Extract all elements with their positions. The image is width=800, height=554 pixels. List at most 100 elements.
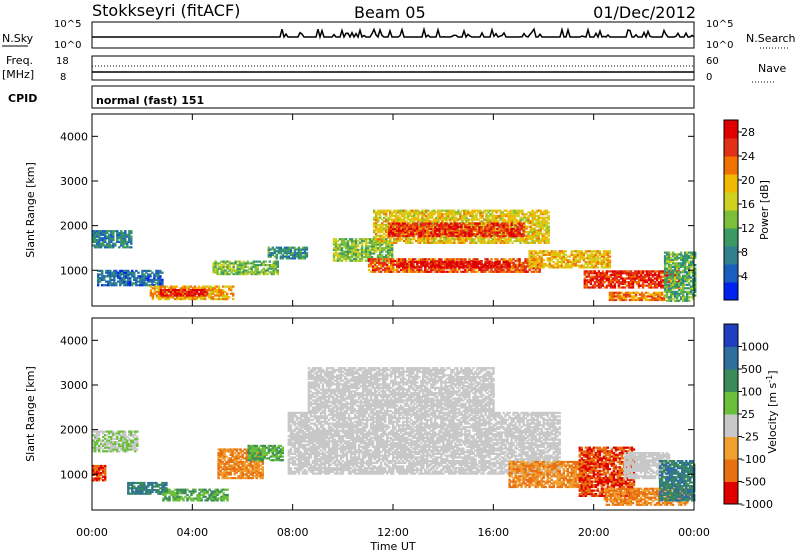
power-cell <box>199 296 203 299</box>
power-cell <box>428 224 431 227</box>
power-cell <box>588 266 591 269</box>
power-cell <box>688 271 691 274</box>
power-cell <box>112 246 115 249</box>
power-cell <box>127 271 130 274</box>
power-cell <box>372 209 376 212</box>
power-cell <box>217 289 221 292</box>
power-cell <box>506 260 509 264</box>
power-cell <box>673 283 677 286</box>
power-cell <box>448 226 451 229</box>
power-cell <box>427 220 430 223</box>
power-cell <box>105 275 108 278</box>
power-cell <box>514 263 517 266</box>
power-cell <box>433 213 436 216</box>
power-cell <box>651 281 655 284</box>
power-cell <box>643 277 647 280</box>
power-cell <box>453 238 456 241</box>
power-cell <box>611 270 615 273</box>
power-cell <box>395 218 398 221</box>
power-cell <box>398 224 401 227</box>
power-cell <box>126 240 129 243</box>
power-cell <box>515 214 518 218</box>
power-cell <box>145 271 148 274</box>
power-cell <box>272 271 275 274</box>
power-cell <box>464 266 467 269</box>
power-cell <box>627 273 631 277</box>
power-cell <box>461 218 464 221</box>
power-cell <box>151 284 154 287</box>
power-cell <box>344 257 348 260</box>
power-cell <box>586 255 589 258</box>
power-cell <box>303 246 307 249</box>
power-cell <box>420 264 423 267</box>
power-cell <box>392 270 395 273</box>
power-cell <box>128 231 131 235</box>
power-cell <box>412 229 415 232</box>
power-cell <box>131 282 134 285</box>
power-cell <box>516 227 519 231</box>
power-cell <box>590 257 594 260</box>
power-cell <box>660 293 664 296</box>
power-cell <box>468 226 471 229</box>
power-cell <box>373 270 377 273</box>
power-cell <box>109 280 112 283</box>
power-cell <box>219 292 223 295</box>
power-cell <box>273 255 276 258</box>
power-cell <box>391 247 394 250</box>
power-cell <box>544 253 547 256</box>
power-cell <box>514 233 517 236</box>
power-cell <box>207 289 211 292</box>
power-cell <box>348 252 352 255</box>
power-cell <box>389 250 392 253</box>
power-cell <box>489 236 492 239</box>
power-cell <box>217 294 221 297</box>
power-cell <box>508 260 511 263</box>
power-cell <box>607 282 611 285</box>
power-cell <box>117 271 120 274</box>
power-cell <box>590 266 594 269</box>
power-cell <box>539 232 542 235</box>
power-cell <box>655 273 659 277</box>
power-cell <box>651 279 655 282</box>
power-cell <box>528 252 531 255</box>
power-cell <box>236 273 239 276</box>
power-cell <box>96 235 99 238</box>
power-cell <box>434 268 437 272</box>
power-cell <box>383 213 386 216</box>
power-cell <box>513 209 516 212</box>
power-cell <box>671 274 675 277</box>
power-cell <box>469 223 472 226</box>
power-cell <box>624 293 628 296</box>
power-cell <box>109 273 112 276</box>
power-cell <box>379 231 382 234</box>
power-cell <box>483 223 486 226</box>
power-cell <box>450 227 453 231</box>
power-cell <box>452 222 455 225</box>
power-cell <box>404 266 407 269</box>
power-cell <box>612 298 616 302</box>
power-cell <box>159 277 162 280</box>
power-cell <box>375 265 379 268</box>
power-cell <box>452 264 455 267</box>
power-cell <box>599 272 603 275</box>
power-cell <box>688 299 691 302</box>
power-cell <box>389 238 392 241</box>
power-cell <box>225 298 229 301</box>
power-cell <box>250 271 253 274</box>
power-cell <box>444 226 447 229</box>
power-cell <box>635 282 639 285</box>
power-cell <box>141 277 144 280</box>
power-cell <box>207 296 211 299</box>
power-cell <box>524 268 527 272</box>
power-cell <box>658 293 662 296</box>
power-cell <box>103 275 106 278</box>
power-cell <box>550 266 553 269</box>
power-cell <box>234 271 237 274</box>
power-cell <box>429 216 432 219</box>
power-cell <box>613 279 617 282</box>
power-cell <box>277 248 280 251</box>
power-cell <box>637 272 641 275</box>
power-cell <box>539 239 542 243</box>
power-cell <box>385 218 388 221</box>
power-cell <box>516 265 519 268</box>
